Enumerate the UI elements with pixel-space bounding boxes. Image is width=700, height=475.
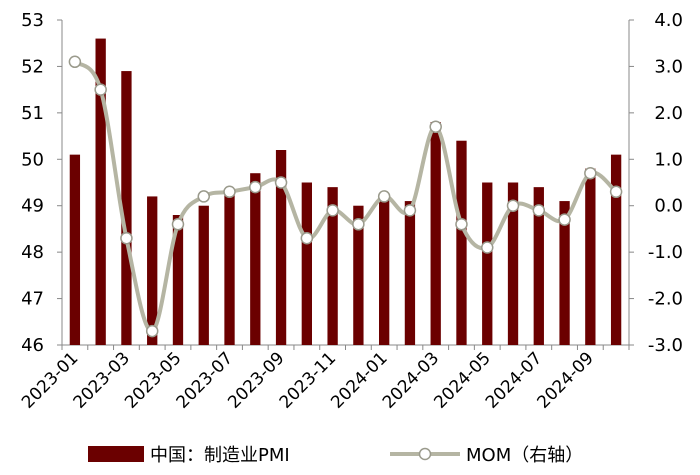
mom-point xyxy=(223,185,236,199)
left-tick-label: 51 xyxy=(21,103,44,124)
right-tick-label: 4.0 xyxy=(654,10,683,31)
pmi-bar xyxy=(404,201,416,345)
mom-point xyxy=(145,324,159,338)
mom-point xyxy=(558,213,571,226)
legend-bar-label: 中国：制造业PMI xyxy=(150,445,290,466)
pmi-bar xyxy=(507,182,519,345)
mom-point xyxy=(429,120,442,134)
right-tick-label: 1.0 xyxy=(654,149,683,170)
mom-point xyxy=(455,218,468,231)
mom-point xyxy=(403,204,417,217)
pmi-bar xyxy=(430,122,441,346)
pmi-bar xyxy=(250,173,261,345)
mom-point xyxy=(197,190,210,203)
pmi-bar xyxy=(69,154,81,345)
mom-point xyxy=(274,176,288,189)
left-tick-label: 50 xyxy=(21,149,44,170)
pmi-bar xyxy=(224,191,235,345)
left-tick-label: 53 xyxy=(21,10,44,31)
right-tick-label: -1.0 xyxy=(648,242,683,263)
pmi-bar xyxy=(559,201,570,345)
left-tick-label: 48 xyxy=(21,242,44,263)
legend-bar-swatch xyxy=(88,446,144,462)
mom-point xyxy=(609,185,623,199)
mom-point xyxy=(377,190,391,203)
pmi-bar xyxy=(379,196,390,345)
mom-point xyxy=(584,166,597,180)
mom-point xyxy=(120,231,133,245)
pmi-bar xyxy=(95,38,106,345)
pmi-bar xyxy=(147,196,158,345)
mom-point xyxy=(532,204,546,217)
pmi-bar xyxy=(482,182,493,345)
pmi-bar xyxy=(301,182,312,345)
right-tick-label: -2.0 xyxy=(648,289,683,310)
pmi-bar xyxy=(121,71,132,346)
left-tick-label: 46 xyxy=(21,335,44,356)
mom-point xyxy=(326,204,339,217)
right-tick-label: 0.0 xyxy=(654,196,683,217)
mom-point xyxy=(68,55,82,69)
right-tick-label: 3.0 xyxy=(654,56,683,77)
pmi-bar xyxy=(327,187,338,345)
mom-point xyxy=(171,218,185,231)
right-tick-label: -3.0 xyxy=(648,335,683,356)
pmi-bar xyxy=(610,154,622,345)
pmi-bar xyxy=(172,215,184,345)
pmi-bar xyxy=(198,205,209,345)
pmi-bar xyxy=(533,187,544,345)
legend-line-label: MOM（右轴） xyxy=(466,445,583,466)
left-tick-label: 49 xyxy=(21,196,44,217)
pmi-bar xyxy=(353,205,364,345)
legend-line-marker xyxy=(418,447,432,461)
mom-point xyxy=(481,241,494,254)
left-tick-label: 47 xyxy=(21,289,44,310)
mom-point xyxy=(300,231,314,245)
x-tick-label: 2024-09 xyxy=(534,348,598,412)
mom-point xyxy=(249,180,262,194)
mom-point xyxy=(94,83,107,96)
pmi-bar xyxy=(585,168,596,345)
mom-point xyxy=(506,199,520,212)
pmi-bar xyxy=(275,150,287,345)
left-tick-label: 52 xyxy=(21,56,44,77)
right-tick-label: 2.0 xyxy=(654,103,683,124)
pmi-bar xyxy=(456,140,467,345)
mom-point xyxy=(352,218,365,231)
